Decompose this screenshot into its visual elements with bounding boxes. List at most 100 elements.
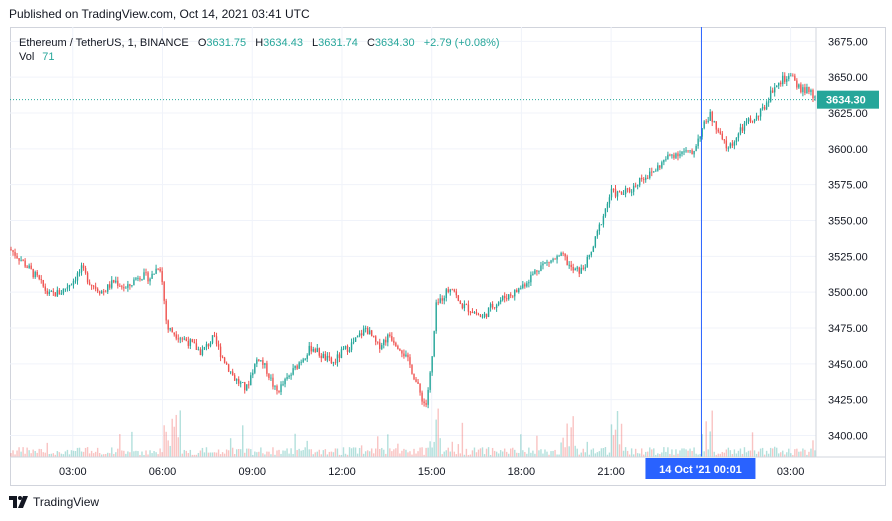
candle-body bbox=[538, 270, 540, 272]
volume-bar bbox=[362, 453, 365, 457]
volume-bar bbox=[461, 422, 464, 457]
candle-body bbox=[84, 267, 87, 273]
candle-body bbox=[260, 360, 262, 361]
candle-body bbox=[614, 188, 617, 197]
candle-body bbox=[596, 231, 599, 237]
volume-bar bbox=[399, 453, 401, 457]
time-tick-label: 15:00 bbox=[418, 466, 446, 478]
candle-body bbox=[532, 273, 534, 275]
volume-bar bbox=[237, 448, 240, 457]
volume-bar bbox=[32, 449, 34, 457]
volume-bar bbox=[800, 451, 802, 457]
volume-bar bbox=[594, 453, 597, 457]
candle-body bbox=[657, 165, 659, 171]
volume-bar bbox=[366, 450, 369, 457]
volume-bar bbox=[346, 454, 349, 457]
volume-bar bbox=[415, 453, 417, 457]
candle-body bbox=[270, 377, 272, 379]
volume-value: 71 bbox=[42, 51, 55, 63]
volume-bar bbox=[328, 451, 331, 457]
candle-body bbox=[739, 127, 742, 134]
volume-bar bbox=[485, 448, 488, 457]
candle-body bbox=[316, 348, 318, 353]
volume-bar bbox=[705, 421, 707, 457]
volume-bar bbox=[784, 454, 786, 457]
volume-bar bbox=[409, 451, 411, 457]
candle-body bbox=[530, 274, 532, 283]
volume-bar bbox=[612, 435, 615, 457]
volume-bar bbox=[812, 440, 814, 457]
candle-body bbox=[328, 355, 331, 358]
volume-bar bbox=[767, 453, 770, 457]
volume-bar bbox=[778, 453, 780, 457]
volume-bar bbox=[614, 429, 617, 457]
volume-bar bbox=[796, 448, 798, 457]
candle-body bbox=[129, 284, 131, 286]
candle-body bbox=[651, 171, 653, 173]
volume-bar bbox=[429, 441, 431, 457]
candle-body bbox=[703, 121, 705, 129]
volume-bar bbox=[514, 449, 516, 457]
volume-bar bbox=[207, 452, 210, 457]
volume-bar bbox=[102, 454, 105, 457]
candle-body bbox=[493, 307, 496, 309]
volume-bar bbox=[320, 454, 323, 457]
price-tick-label: 3425.00 bbox=[828, 395, 868, 407]
volume-bar bbox=[751, 432, 754, 457]
volume-bar bbox=[765, 450, 768, 457]
candle-body bbox=[487, 307, 490, 318]
candle-body bbox=[102, 291, 105, 293]
volume-bar bbox=[370, 448, 373, 457]
volume-bar bbox=[477, 449, 480, 457]
volume-bar bbox=[72, 450, 75, 457]
volume-bar bbox=[524, 452, 526, 457]
candle-body bbox=[798, 84, 800, 88]
volume-bar bbox=[18, 447, 20, 457]
volume-bar bbox=[66, 449, 69, 457]
volume-bar bbox=[423, 454, 425, 457]
candle-body bbox=[695, 146, 697, 151]
candle-body bbox=[70, 284, 73, 286]
price-tick-label: 3500.00 bbox=[828, 287, 868, 299]
candle-body bbox=[268, 373, 270, 378]
candle-body bbox=[175, 334, 177, 339]
candle-body bbox=[342, 348, 345, 350]
candle-body bbox=[187, 340, 190, 346]
tradingview-logo-icon bbox=[9, 496, 28, 508]
volume-bar bbox=[391, 451, 393, 457]
candle-body bbox=[209, 342, 212, 347]
candle-body bbox=[157, 268, 159, 270]
candle-body bbox=[252, 372, 254, 376]
candle-body bbox=[379, 342, 381, 349]
candle-body bbox=[556, 256, 558, 260]
candle-body bbox=[447, 289, 449, 292]
candle-body bbox=[373, 336, 375, 337]
volume-bar bbox=[769, 447, 772, 457]
volume-bar bbox=[10, 453, 12, 457]
volume-bar bbox=[761, 447, 764, 457]
volume-bar bbox=[385, 453, 387, 457]
volume-bar bbox=[389, 448, 391, 457]
candle-body bbox=[558, 255, 560, 257]
volume-bar bbox=[26, 447, 28, 457]
candle-body bbox=[336, 354, 339, 363]
candle-body bbox=[550, 260, 552, 263]
candle-body bbox=[221, 356, 224, 358]
candle-body bbox=[485, 313, 488, 318]
price-chart[interactable]: 3675.00 3650.00 3625.00 3600.00 3575.00 3550.… bbox=[10, 27, 886, 486]
candle-body bbox=[233, 375, 236, 381]
volume-bar bbox=[719, 453, 721, 457]
candle-body bbox=[643, 179, 645, 180]
volume-bar bbox=[733, 449, 736, 457]
candle-body bbox=[647, 177, 649, 179]
volume-bar bbox=[727, 447, 730, 457]
candle-body bbox=[612, 188, 615, 190]
volume-bar bbox=[139, 454, 141, 457]
volume-bar bbox=[786, 452, 788, 457]
candle-body bbox=[564, 253, 566, 257]
volume-bar bbox=[763, 454, 766, 457]
volume-bar bbox=[634, 448, 637, 457]
candle-body bbox=[761, 107, 764, 109]
last-price-label: 3634.30 bbox=[826, 95, 866, 107]
volume-bar bbox=[753, 450, 756, 457]
